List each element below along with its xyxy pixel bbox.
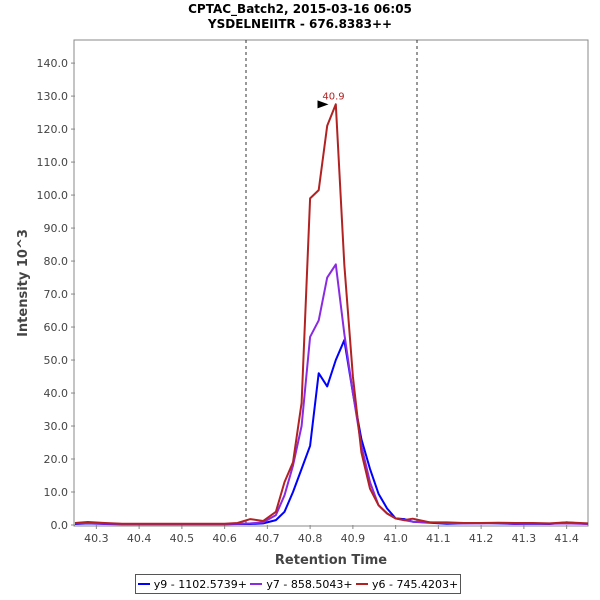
y-tick-label: 0.0 — [51, 519, 69, 532]
series-line-y6 — [74, 103, 589, 525]
chart-title: CPTAC_Batch2, 2015-03-16 06:05 — [188, 2, 412, 17]
x-tick-label: 41.2 — [469, 532, 494, 545]
x-tick-label: 41.3 — [512, 532, 537, 545]
legend-item-y9: y9 - 1102.5739+ — [137, 577, 247, 591]
x-tick-label: 40.9 — [341, 532, 366, 545]
y-tick-label: 80.0 — [44, 255, 69, 268]
y-tick-label: 130.0 — [37, 90, 69, 103]
legend-label-y6: y6 - 745.4203+ — [372, 577, 459, 591]
legend-item-y7: y7 - 858.5043+ — [250, 577, 353, 591]
y-tick-label: 60.0 — [44, 321, 69, 334]
y-tick-label: 70.0 — [44, 288, 69, 301]
x-tick-label: 40.8 — [298, 532, 323, 545]
x-tick-label: 40.3 — [84, 532, 109, 545]
x-tick-label: 41.1 — [426, 532, 451, 545]
legend-swatch-y9 — [137, 583, 150, 585]
x-tick-label: 40.5 — [170, 532, 195, 545]
x-tick-label: 40.7 — [255, 532, 280, 545]
legend-swatch-y6 — [356, 583, 369, 585]
y-tick-label: 20.0 — [44, 453, 69, 466]
legend-item-y6: y6 - 745.4203+ — [356, 578, 458, 591]
peak-marker-arrow — [317, 100, 329, 109]
chart-legend: y9 - 1102.5739+ y7 - 858.5043+ y6 - 745.… — [135, 574, 461, 594]
y-tick-label: 140.0 — [37, 57, 69, 70]
plot-area — [73, 39, 589, 527]
legend-label-y7: y7 - 858.5043+ — [266, 577, 353, 591]
x-tick-label: 40.6 — [212, 532, 237, 545]
legend-swatch-y7 — [250, 583, 263, 585]
y-tick-label: 30.0 — [44, 420, 69, 433]
x-tick-label: 41.0 — [383, 532, 408, 545]
y-tick-label: 40.0 — [44, 387, 69, 400]
x-tick-label: 40.4 — [127, 532, 152, 545]
legend-label-y9: y9 - 1102.5739+ — [153, 577, 247, 591]
chart-subtitle: YSDELNEIITR - 676.8383++ — [207, 17, 392, 31]
y-tick-label: 50.0 — [44, 354, 69, 367]
y-tick-label: 90.0 — [44, 222, 69, 235]
y-tick-label: 100.0 — [37, 189, 69, 202]
x-tick-label: 41.4 — [554, 532, 579, 545]
peak-annotation-label: 40.9 — [322, 91, 344, 102]
x-axis-label: Retention Time — [275, 553, 387, 568]
y-axis-label: Intensity 10^3 — [16, 229, 31, 337]
y-tick-label: 120.0 — [37, 123, 69, 136]
y-tick-label: 10.0 — [44, 486, 69, 499]
y-tick-label: 110.0 — [37, 156, 69, 169]
